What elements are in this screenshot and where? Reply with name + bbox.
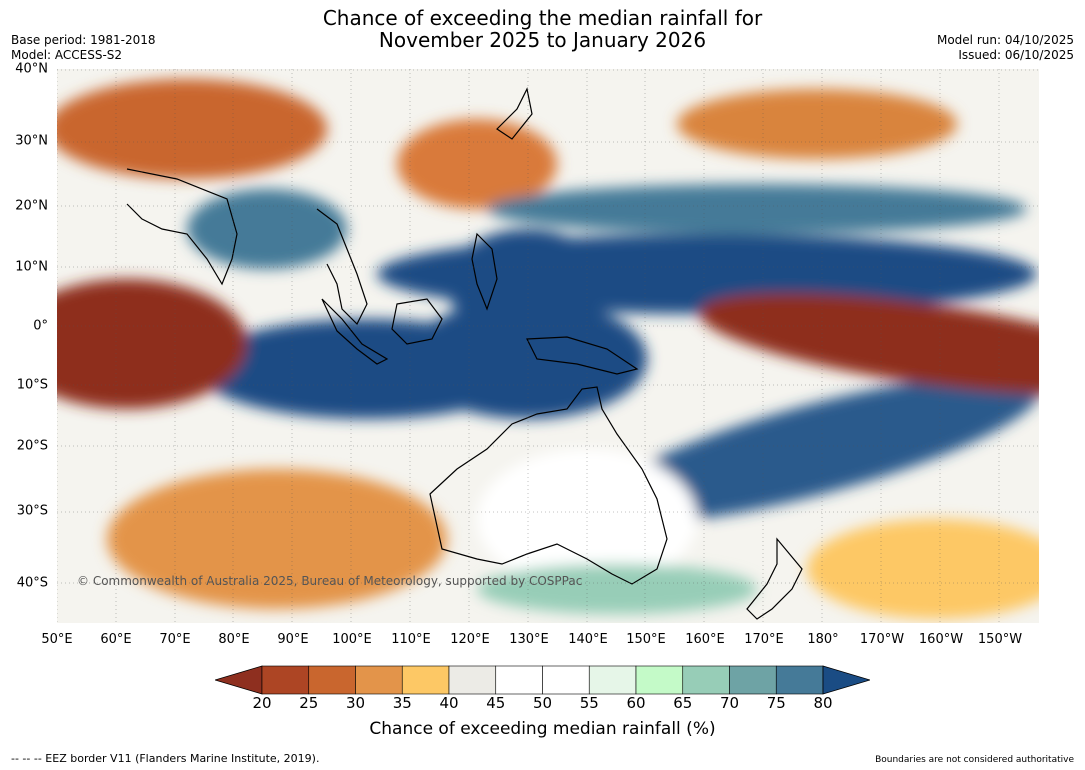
lon-label: 170°E bbox=[744, 632, 784, 647]
lat-label: 40°S bbox=[16, 575, 48, 591]
copyright-notice: © Commonwealth of Australia 2025, Bureau… bbox=[77, 574, 582, 588]
dry-tongue-pacific bbox=[699, 293, 1039, 395]
dry-region-south-pacific bbox=[807, 519, 1039, 619]
wet-band-south-pacific bbox=[594, 375, 1039, 523]
wet-region-maritime-continent bbox=[407, 299, 647, 419]
colorbar-label: Chance of exceeding median rainfall (%) bbox=[369, 719, 716, 739]
base-period: Base period: 1981-2018 bbox=[11, 33, 156, 47]
lon-label: 130°E bbox=[509, 632, 549, 647]
lon-label: 80°E bbox=[218, 632, 250, 647]
colorbar-tick-label: 80 bbox=[813, 694, 833, 712]
model-run-date: Model run: 04/10/2025 bbox=[936, 33, 1074, 47]
colorbar-tick-label: 25 bbox=[299, 694, 319, 712]
lat-label: 30°N bbox=[15, 133, 48, 149]
colorbar-swatch bbox=[495, 665, 543, 695]
colorbar-swatch bbox=[682, 665, 730, 695]
colorbar-tick-label: 75 bbox=[766, 694, 786, 712]
lon-label: 150°W bbox=[977, 632, 1023, 647]
lat-label: 20°N bbox=[15, 198, 48, 214]
colorbar-swatch bbox=[542, 665, 590, 695]
colorbar-tick-label: 55 bbox=[579, 694, 599, 712]
colorbar-swatch bbox=[261, 665, 310, 695]
lon-label: 100°E bbox=[332, 632, 372, 647]
lon-label: 170°W bbox=[859, 632, 905, 647]
model-name: Model: ACCESS-S2 bbox=[11, 48, 123, 62]
lon-label: 70°E bbox=[159, 632, 191, 647]
lon-label: 90°E bbox=[277, 632, 309, 647]
colorbar-swatch bbox=[401, 665, 450, 695]
coastline-new-guinea bbox=[526, 336, 639, 375]
colorbar-swatch bbox=[635, 665, 684, 695]
lat-label: 10°N bbox=[15, 259, 48, 275]
colorbar bbox=[215, 665, 870, 695]
lon-label: 150°E bbox=[626, 632, 666, 647]
boundary-disclaimer: Boundaries are not considered authoritat… bbox=[875, 755, 1074, 765]
map-title-line2: November 2025 to January 2026 bbox=[378, 28, 707, 52]
colorbar-swatch bbox=[588, 665, 637, 695]
colorbar-extend-high bbox=[822, 665, 870, 695]
coastline-japan bbox=[496, 87, 533, 140]
dry-region-central-asia bbox=[57, 79, 327, 179]
lon-label: 60°E bbox=[100, 632, 132, 647]
colorbar-tick-label: 40 bbox=[439, 694, 459, 712]
dry-region-south-indian-ocean bbox=[107, 469, 447, 609]
colorbar-swatch bbox=[775, 665, 824, 695]
probability-field bbox=[57, 79, 1039, 619]
lat-label: 30°S bbox=[16, 503, 48, 519]
graticule bbox=[57, 69, 1039, 623]
lat-label: 20°S bbox=[16, 438, 48, 454]
lon-label: 160°E bbox=[685, 632, 725, 647]
coastline-india bbox=[126, 168, 238, 286]
colorbar-tick-label: 65 bbox=[673, 694, 693, 712]
dry-region-west-indian-ocean bbox=[57, 279, 247, 409]
colorbar-swatch bbox=[448, 665, 497, 695]
coastline-borneo bbox=[391, 298, 443, 345]
colorbar-extend-low bbox=[215, 665, 263, 695]
coastline-australia bbox=[429, 386, 668, 585]
neutral-australia bbox=[477, 449, 697, 589]
coastline-sumatra bbox=[321, 298, 389, 365]
coastline-philippines bbox=[471, 232, 498, 311]
colorbar-tick-label: 45 bbox=[486, 694, 506, 712]
lat-label: 40°N bbox=[15, 61, 48, 77]
moist-region-southern-ocean bbox=[477, 564, 757, 614]
coastlines-sharp bbox=[126, 87, 803, 620]
lon-label: 120°E bbox=[450, 632, 490, 647]
eez-legend: -- -- -- EEZ border V11 (Flanders Marine… bbox=[11, 752, 320, 765]
colorbar-swatch bbox=[729, 665, 777, 695]
lat-label: 0° bbox=[33, 318, 48, 334]
lon-label: 50°E bbox=[41, 632, 73, 647]
colorbar-swatch bbox=[355, 665, 403, 695]
lon-label: 110°E bbox=[391, 632, 431, 647]
colorbar-tick-label: 70 bbox=[719, 694, 740, 712]
lon-label: 160°W bbox=[918, 632, 964, 647]
colorbar-tick-label: 60 bbox=[626, 694, 646, 712]
dry-region-china bbox=[397, 119, 557, 209]
colorbar-tick-label: 50 bbox=[532, 694, 553, 712]
issued-date: Issued: 06/10/2025 bbox=[958, 48, 1074, 62]
lon-label: 180° bbox=[807, 632, 839, 647]
wet-region-bay-of-bengal bbox=[187, 189, 347, 269]
colorbar-tick-label: 20 bbox=[252, 694, 272, 712]
lon-label: 140°E bbox=[568, 632, 608, 647]
map-title-line1: Chance of exceeding the median rainfall … bbox=[322, 6, 763, 30]
coastline-indochina bbox=[316, 208, 368, 326]
colorbar-tick-label: 35 bbox=[392, 694, 412, 712]
dry-region-north-pacific bbox=[677, 89, 957, 159]
lat-label: 10°S bbox=[16, 377, 48, 393]
rainfall-map: © Commonwealth of Australia 2025, Bureau… bbox=[57, 69, 1039, 623]
colorbar-tick-label: 30 bbox=[345, 694, 366, 712]
coastline-new-zealand bbox=[746, 537, 803, 620]
moist-region-pacific-north bbox=[487, 184, 1027, 234]
colorbar-swatch bbox=[308, 665, 356, 695]
